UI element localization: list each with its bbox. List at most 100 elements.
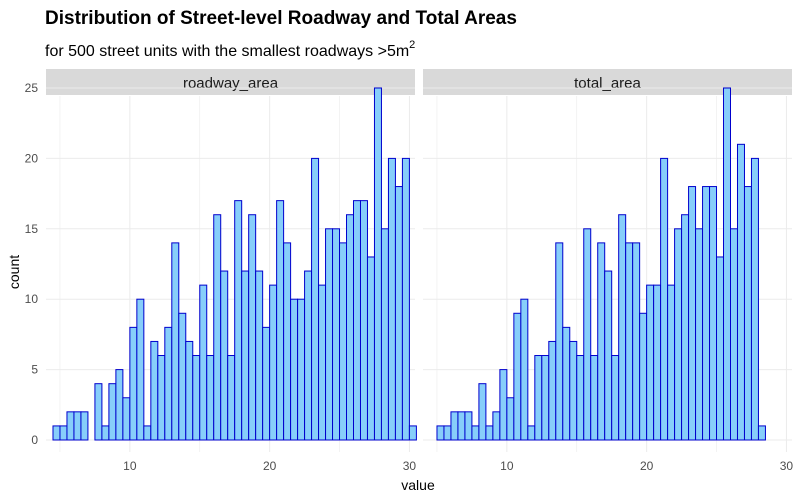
histogram-bar (66, 411, 75, 441)
facet-strip-label: roadway_area (183, 75, 279, 92)
histogram-bar (534, 355, 543, 441)
histogram-bar (353, 200, 361, 441)
histogram-bar (653, 284, 662, 441)
histogram-bar (443, 425, 452, 441)
histogram-bar (401, 157, 410, 441)
histogram-bar (122, 397, 131, 441)
histogram-bar (562, 326, 571, 441)
histogram-bar (387, 157, 396, 441)
histogram-bar (52, 425, 61, 441)
histogram-bar (541, 355, 550, 441)
histogram-bar (248, 214, 257, 441)
histogram-bar (262, 326, 271, 441)
histogram-bar (590, 355, 599, 441)
histogram-bar (304, 270, 313, 441)
histogram-bar (464, 411, 473, 441)
histogram-bar (555, 242, 564, 441)
chart-subtitle: for 500 street units with the smallest r… (45, 39, 415, 60)
x-axis-title: value (401, 477, 435, 493)
facet-panels: roadway_area 10 20 30 0 5 10 15 20 25 total_area 10… (25, 69, 793, 473)
histogram-bar (80, 411, 89, 441)
histogram-bar (639, 312, 648, 441)
histogram-bar (136, 298, 145, 441)
histogram-bar (709, 186, 718, 441)
y-tick-label: 20 (25, 151, 39, 165)
histogram-bar (73, 411, 82, 441)
histogram-bar (646, 284, 655, 441)
x-tick-label: 30 (403, 459, 417, 473)
histogram-bar (450, 411, 459, 441)
y-tick-label: 10 (25, 292, 39, 306)
histogram-bar (59, 425, 68, 441)
histogram-bar (499, 369, 508, 441)
histogram-bar (736, 143, 745, 441)
histogram-bar (667, 284, 676, 441)
histogram-bar (611, 355, 620, 441)
histogram-bars (436, 87, 766, 441)
y-axis-title: count (6, 255, 22, 289)
histogram-bar (569, 340, 578, 441)
histogram-bar (394, 186, 403, 441)
histogram-bar (108, 383, 117, 441)
y-tick-label: 5 (31, 363, 38, 377)
histogram-bar (681, 214, 690, 441)
histogram-bar (325, 228, 334, 441)
histogram-bar (206, 355, 215, 441)
histogram-bar (674, 228, 683, 441)
histogram-bar (234, 200, 243, 441)
chart-subtitle-text: for 500 street units with the smallest r… (45, 43, 409, 60)
histogram-bar (660, 157, 669, 441)
y-tick-label: 25 (25, 81, 39, 95)
histogram-bar (269, 284, 278, 441)
histogram-bar (178, 312, 187, 441)
histogram-bar (408, 425, 417, 441)
histogram-bar (276, 200, 285, 441)
histogram-bar (380, 228, 389, 441)
histogram-bar (164, 326, 173, 441)
y-tick-label: 15 (25, 222, 39, 236)
histogram-bar (618, 214, 627, 441)
histogram-bar (346, 214, 354, 441)
histogram-bar (625, 242, 634, 441)
chart-title: Distribution of Street-level Roadway and… (45, 8, 517, 29)
panel-roadway_area: roadway_area 10 20 30 0 5 10 15 20 25 (25, 69, 417, 473)
histogram-bar (702, 186, 711, 441)
chart-subtitle-superscript: 2 (409, 39, 415, 51)
y-tick-label: 0 (31, 433, 38, 447)
histogram-bar (101, 425, 110, 441)
histogram-bar (583, 228, 592, 441)
histogram-bar (359, 200, 368, 441)
facet-strip (46, 69, 415, 95)
histogram-bar (373, 87, 382, 441)
histogram-bar (743, 186, 752, 441)
histogram-bar (723, 87, 731, 441)
histogram-bar (339, 242, 348, 441)
histogram-bar (290, 298, 299, 441)
histogram-bar (632, 242, 641, 441)
histogram-bar (492, 411, 501, 441)
x-tick-label: 30 (780, 459, 794, 473)
histogram-bar (471, 425, 480, 441)
panel-total_area: total_area 10 20 30 (423, 69, 793, 473)
histogram-bar (143, 425, 152, 441)
histogram-bar (192, 355, 201, 441)
histogram-bar (185, 340, 194, 441)
histogram-bar (506, 397, 515, 441)
histogram-bar (457, 411, 466, 441)
histogram-bar (150, 340, 159, 441)
histogram-bar (220, 270, 229, 441)
histogram-bar (478, 383, 487, 441)
histogram-bar (332, 228, 341, 441)
histogram-bar (750, 157, 759, 441)
facet-strip-label: total_area (574, 75, 641, 92)
histogram-bar (604, 270, 613, 441)
histogram-bar (548, 340, 557, 441)
histogram-bar (255, 270, 264, 441)
histogram-bar (730, 228, 738, 441)
histogram-bar (436, 425, 445, 441)
histogram-bar (688, 186, 697, 441)
histogram-bar (171, 242, 180, 441)
histogram-bar (318, 284, 327, 441)
histogram-bar (527, 425, 536, 441)
